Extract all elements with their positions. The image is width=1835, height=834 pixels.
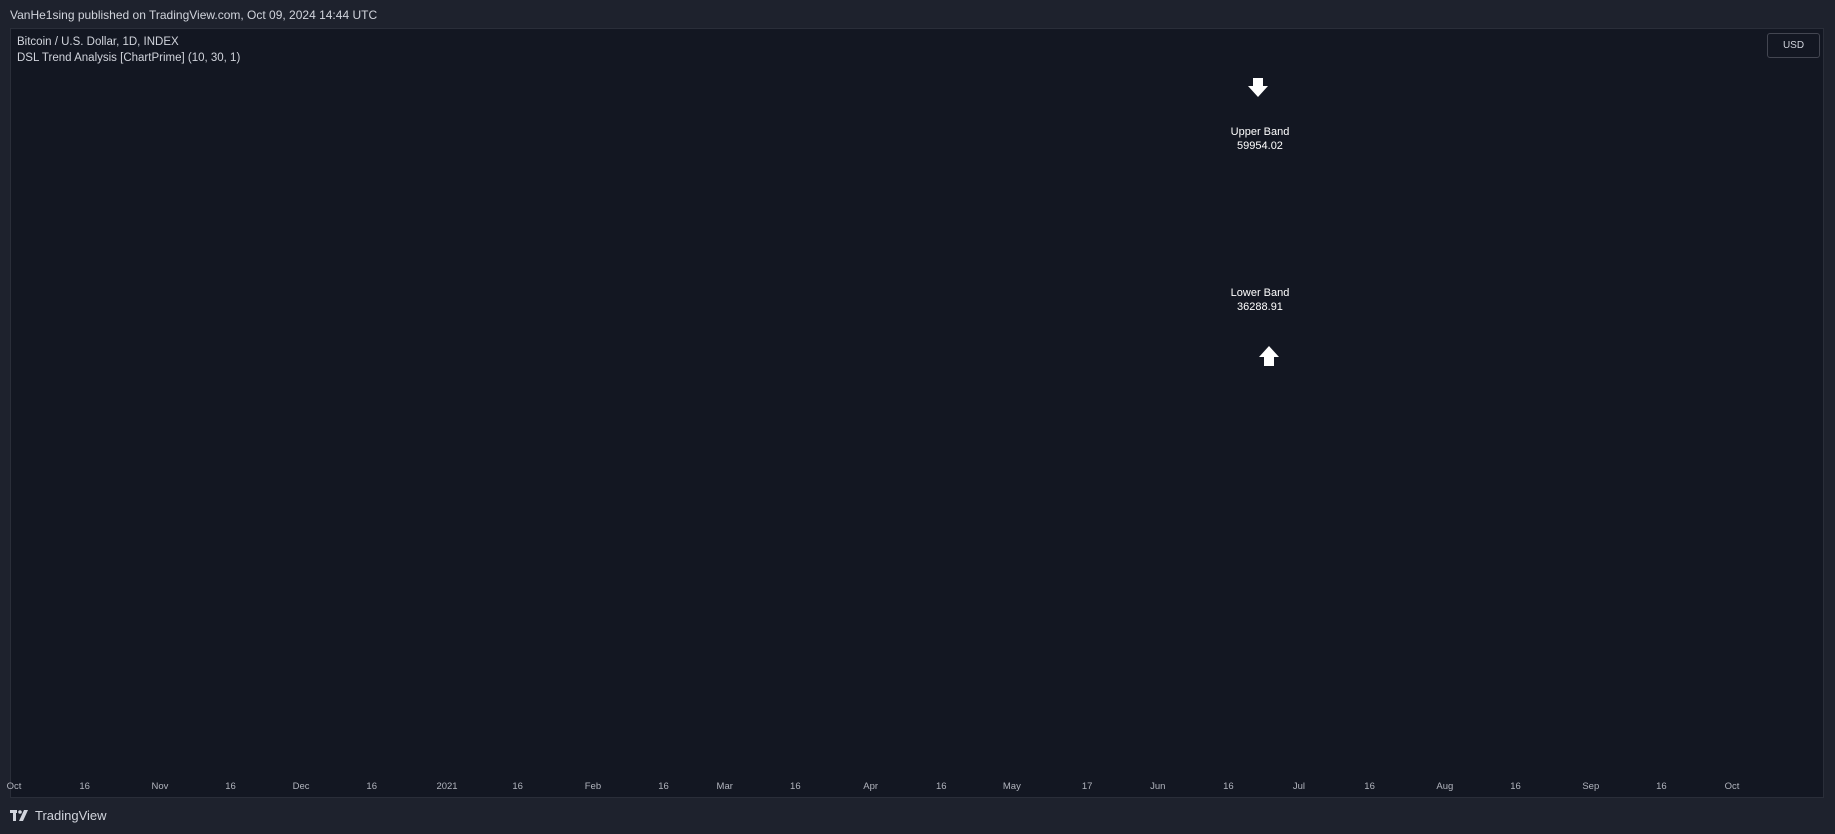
indicator-title[interactable]: DSL Trend Analysis [ChartPrime] (10, 30,… — [17, 52, 241, 64]
x-tick-label: 16 — [790, 781, 801, 792]
x-tick-label: Dec — [293, 781, 310, 792]
x-tick-label: Oct — [7, 781, 22, 792]
currency-button[interactable]: USD — [1767, 33, 1820, 58]
x-tick-label: 16 — [1510, 781, 1521, 792]
x-tick-label: Oct — [1725, 781, 1740, 792]
upper-band-title: Upper Band — [1231, 126, 1290, 138]
x-tick-label: 16 — [79, 781, 90, 792]
x-tick-label: 16 — [366, 781, 377, 792]
x-tick-label: 16 — [936, 781, 947, 792]
up-arrow-icon — [1259, 346, 1279, 366]
upper-band-value: 59954.02 — [1237, 140, 1283, 152]
x-tick-label: 16 — [1364, 781, 1375, 792]
x-tick-label: 16 — [1223, 781, 1234, 792]
x-tick-label: 16 — [1656, 781, 1667, 792]
x-tick-label: 17 — [1082, 781, 1093, 792]
publisher-text: VanHe1sing published on TradingView.com,… — [10, 8, 378, 22]
x-tick-label: 16 — [225, 781, 236, 792]
x-tick-label: Apr — [863, 781, 878, 792]
x-tick-label: Nov — [151, 781, 168, 792]
lower-band-value: 36288.91 — [1237, 301, 1283, 313]
x-tick-label: Mar — [717, 781, 733, 792]
down-arrow-icon — [1248, 78, 1268, 97]
brand-label: TradingView — [35, 808, 107, 823]
chart-legend: Bitcoin / U.S. Dollar, 1D, INDEX DSL Tre… — [17, 34, 240, 66]
x-tick-label: Jul — [1293, 781, 1305, 792]
publisher-bar: VanHe1sing published on TradingView.com,… — [0, 0, 1835, 28]
x-tick-label: 16 — [512, 781, 523, 792]
symbol-title[interactable]: Bitcoin / U.S. Dollar, 1D, INDEX — [17, 36, 179, 48]
footer-bar — [0, 798, 1835, 834]
tradingview-logo-icon — [10, 809, 28, 821]
tradingview-brand[interactable]: TradingView — [10, 808, 107, 823]
x-tick-label: May — [1003, 781, 1021, 792]
x-tick-label: 16 — [658, 781, 669, 792]
x-tick-label: Aug — [1436, 781, 1453, 792]
x-tick-label: 2021 — [436, 781, 457, 792]
lower-band-title: Lower Band — [1231, 287, 1290, 299]
x-tick-label: Sep — [1582, 781, 1599, 792]
x-tick-label: Feb — [585, 781, 601, 792]
x-tick-label: Jun — [1150, 781, 1165, 792]
chart-pane[interactable] — [10, 28, 1824, 798]
